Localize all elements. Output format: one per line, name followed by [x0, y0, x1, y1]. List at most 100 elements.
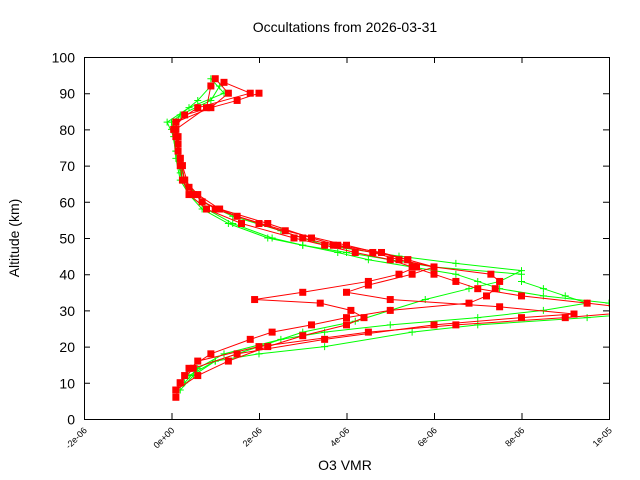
data-point-square: [483, 292, 490, 300]
data-point-square: [233, 350, 241, 358]
data-point-square: [496, 277, 504, 285]
profile-red-4: [172, 82, 420, 394]
data-point-plus: [474, 321, 482, 329]
data-point-square: [176, 154, 184, 162]
x-tick-label: 4e-06: [328, 425, 351, 448]
profile-red-3: [172, 75, 504, 387]
data-point-square: [386, 256, 394, 264]
data-point-square: [465, 299, 473, 307]
data-point-square: [207, 82, 215, 90]
data-point-plus: [255, 350, 263, 358]
data-point-square: [198, 198, 206, 206]
profile-green-1-line: [166, 78, 609, 391]
data-point-square: [343, 241, 350, 249]
data-point-plus: [334, 248, 342, 256]
data-point-square: [364, 277, 372, 285]
data-point-plus: [386, 321, 394, 329]
x-tick-label: 0e+00: [151, 425, 176, 450]
data-point-square: [174, 133, 182, 141]
data-point-square: [172, 393, 180, 401]
data-point-square: [430, 270, 438, 278]
data-point-plus: [194, 96, 202, 104]
data-point-square: [246, 89, 254, 97]
data-point-square: [251, 296, 259, 304]
data-point-plus: [408, 328, 416, 336]
y-tick-label: 0: [67, 412, 75, 428]
x-tick-label: -2e-06: [63, 425, 88, 450]
data-point-square: [369, 248, 377, 256]
profile-red-2: [170, 89, 578, 401]
profile-green-1: [163, 75, 609, 394]
data-point-square: [408, 270, 416, 278]
profile-red-1: [172, 78, 609, 394]
data-point-square: [185, 191, 193, 199]
data-point-square: [194, 191, 202, 199]
data-point-plus: [465, 285, 473, 293]
data-point-plus: [539, 285, 547, 293]
data-point-square: [216, 205, 224, 213]
data-point-plus: [605, 299, 609, 307]
data-point-square: [203, 104, 210, 112]
data-point-square: [487, 270, 495, 278]
series-layer: [163, 75, 609, 401]
data-point-plus: [518, 277, 525, 285]
data-point-square: [178, 162, 186, 170]
x-axis-label: O3 VMR: [318, 457, 372, 473]
data-point-square: [207, 104, 215, 112]
data-point-square: [386, 306, 394, 314]
data-point-plus: [321, 343, 329, 351]
data-point-square: [189, 191, 197, 199]
data-point-plus: [474, 314, 482, 322]
data-point-square: [172, 386, 180, 394]
data-point-square: [343, 314, 350, 322]
y-tick-label: 60: [59, 194, 75, 210]
data-point-square: [181, 176, 189, 184]
data-point-square: [220, 78, 228, 86]
data-point-square: [264, 343, 272, 351]
y-tick-label: 100: [52, 50, 76, 66]
data-point-square: [334, 241, 342, 249]
data-point-square: [329, 241, 337, 249]
data-point-square: [408, 263, 416, 271]
y-axis-label: Altitude (km): [6, 199, 22, 278]
profile-green-2-line: [170, 85, 588, 384]
y-tick-label: 90: [59, 86, 75, 102]
data-point-square: [299, 288, 307, 296]
y-tick-label: 10: [59, 375, 75, 391]
y-tick-label: 40: [59, 267, 75, 283]
data-point-square: [255, 220, 263, 228]
data-point-square: [561, 314, 569, 322]
data-point-square: [347, 306, 355, 314]
data-point-square: [238, 220, 245, 228]
data-point-square: [207, 350, 215, 358]
data-point-square: [343, 321, 350, 329]
data-point-square: [224, 89, 232, 97]
data-point-square: [316, 299, 324, 307]
data-point-plus: [268, 234, 276, 242]
y-tick-label: 70: [59, 158, 75, 174]
data-point-square: [194, 372, 202, 380]
data-point-square: [395, 256, 403, 264]
data-point-plus: [321, 328, 329, 336]
data-point-square: [194, 104, 202, 112]
data-point-square: [299, 332, 307, 340]
axis-layer: 0 10 20 30 40 50 60 70 80 90 100 -2e-06 0e+00 2e-06 4e…: [52, 50, 614, 451]
data-point-square: [189, 364, 197, 372]
data-point-square: [474, 285, 482, 293]
data-point-square: [264, 220, 272, 228]
y-tick-label: 80: [59, 122, 75, 138]
data-point-square: [404, 256, 412, 264]
data-point-square: [308, 321, 315, 329]
data-point-square: [386, 296, 394, 304]
data-point-plus: [561, 292, 569, 300]
data-point-square: [203, 205, 210, 213]
data-point-square: [570, 310, 578, 318]
data-point-square: [174, 147, 182, 155]
data-point-square: [308, 234, 315, 242]
profile-green-2: [168, 82, 591, 387]
plot-area: [163, 75, 609, 401]
x-tick-label: 6e-06: [416, 425, 439, 448]
data-point-square: [321, 335, 329, 343]
